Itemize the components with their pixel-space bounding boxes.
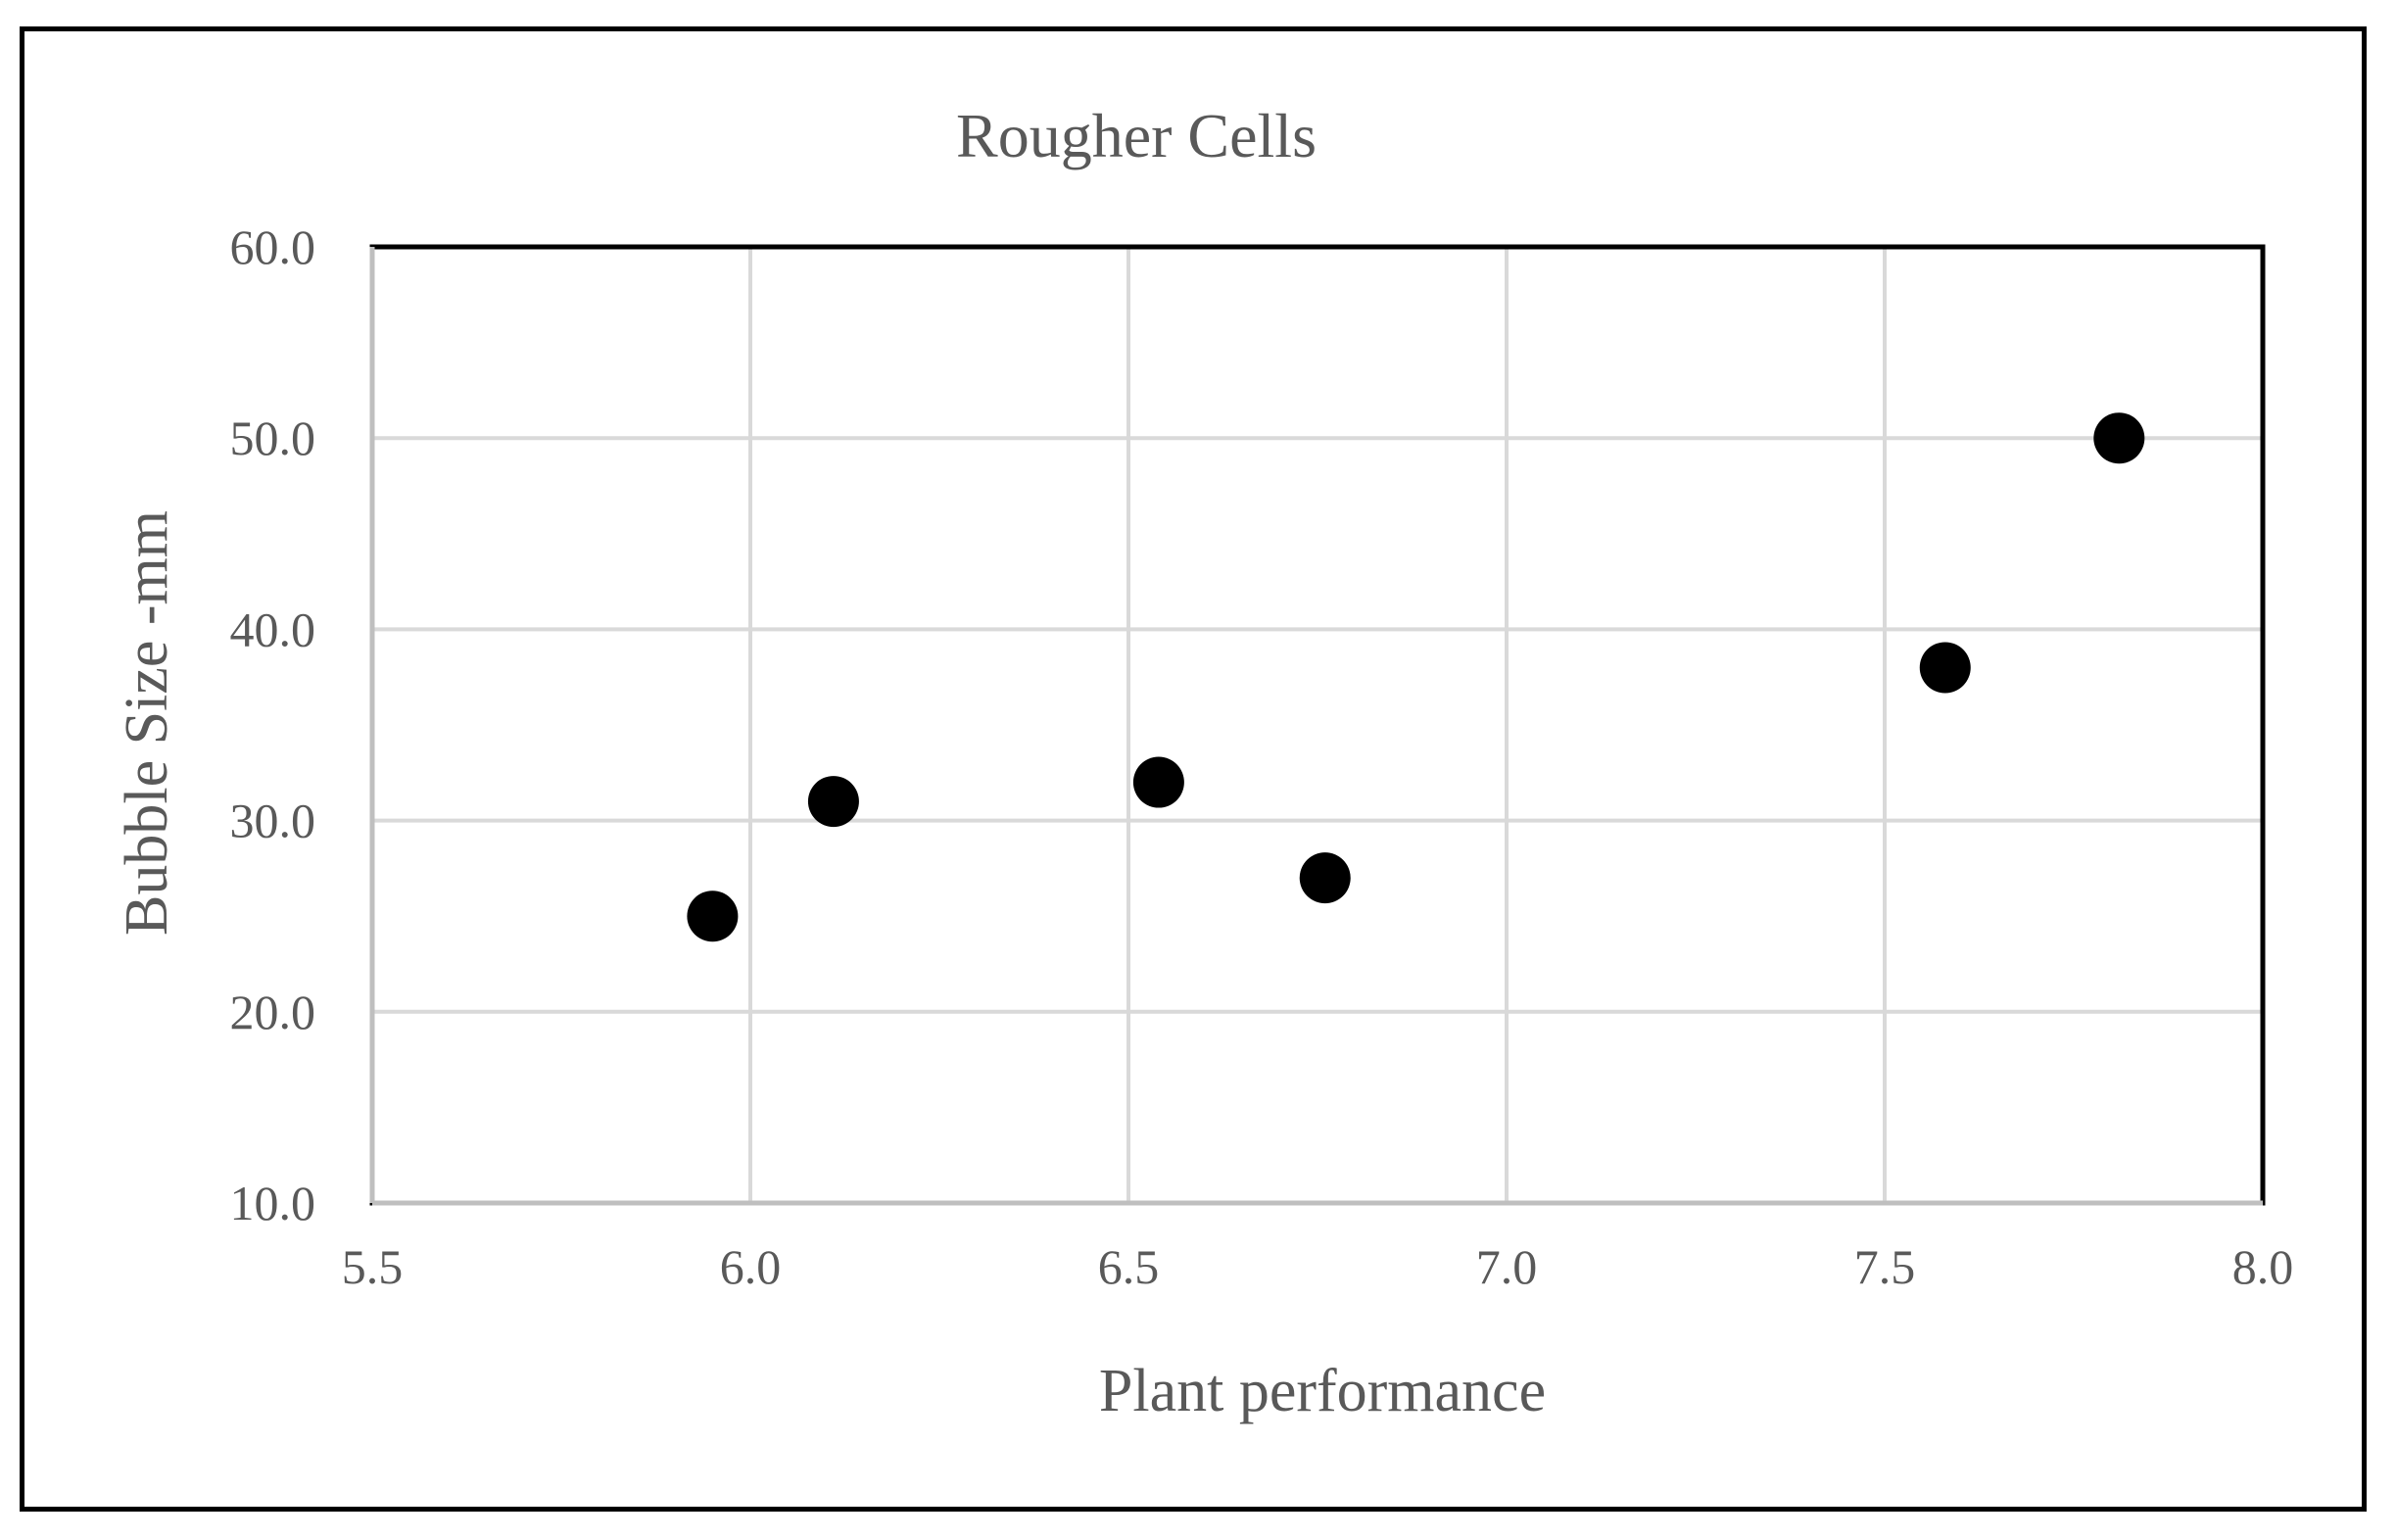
tick-labels: 5.5 6.0 6.5 7.0 7.5 8.0 10.0 20.0 30.0 40.0 50.0 60… (230, 219, 2294, 1294)
x-tick-label: 6.5 (1098, 1239, 1160, 1294)
x-tick-label: 7.5 (1854, 1239, 1916, 1294)
x-axis-title: Plant performance (1099, 1358, 1546, 1424)
x-tick-label: 8.0 (2232, 1239, 2294, 1294)
y-tick-label: 30.0 (230, 794, 316, 848)
data-point (1299, 852, 1351, 904)
chart-title: Rougher Cells (956, 101, 1317, 170)
plot-area-border (369, 244, 2266, 1206)
y-tick-label: 40.0 (230, 602, 316, 656)
data-point (1919, 642, 1971, 694)
y-tick-label: 50.0 (230, 410, 316, 465)
data-point (1132, 756, 1184, 808)
data-point (687, 890, 739, 942)
data-point (807, 776, 859, 828)
x-tick-label: 5.5 (342, 1239, 404, 1294)
y-tick-label: 10.0 (230, 1176, 316, 1230)
gridlines (370, 245, 2265, 1205)
x-tick-label: 6.0 (720, 1239, 782, 1294)
y-axis-title: Bubble Size -mm (114, 510, 180, 936)
y-tick-label: 60.0 (230, 219, 316, 274)
x-tick-label: 7.0 (1476, 1239, 1538, 1294)
y-tick-label: 20.0 (230, 985, 316, 1039)
data-point (2093, 412, 2145, 464)
data-points (687, 412, 2145, 942)
chart-frame (20, 26, 2367, 1512)
